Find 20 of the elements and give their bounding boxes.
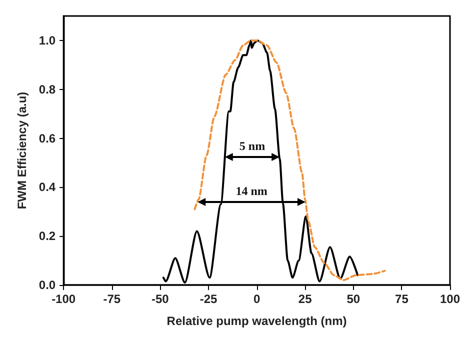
y-axis-title: FWM Efficiency (a.u) bbox=[15, 92, 29, 210]
x-tick-label: -50 bbox=[152, 292, 170, 306]
line-series bbox=[194, 39, 386, 282]
annotation: 14 nm bbox=[236, 184, 268, 198]
x-tick-label: -25 bbox=[200, 292, 218, 306]
x-tick-label: -75 bbox=[103, 292, 121, 306]
y-tick-label: 0.0 bbox=[38, 278, 56, 292]
x-tick-label: -100 bbox=[52, 292, 76, 306]
x-tick-label: 75 bbox=[395, 292, 409, 306]
y-tick-label: 0.6 bbox=[38, 131, 56, 146]
x-tick-label: 0 bbox=[253, 292, 260, 306]
annotation: 5 nm bbox=[239, 139, 266, 153]
y-tick-label: 1.0 bbox=[38, 33, 56, 48]
x-tick-label: 25 bbox=[298, 292, 312, 306]
y-tick-label: 0.8 bbox=[38, 82, 56, 96]
y-tick-label: 0.4 bbox=[38, 180, 56, 194]
x-tick-label: 100 bbox=[440, 292, 460, 306]
y-tick-label: 0.2 bbox=[38, 229, 56, 244]
x-tick-label: 50 bbox=[346, 292, 360, 306]
x-axis-title: Relative pump wavelength (nm) bbox=[166, 314, 347, 328]
